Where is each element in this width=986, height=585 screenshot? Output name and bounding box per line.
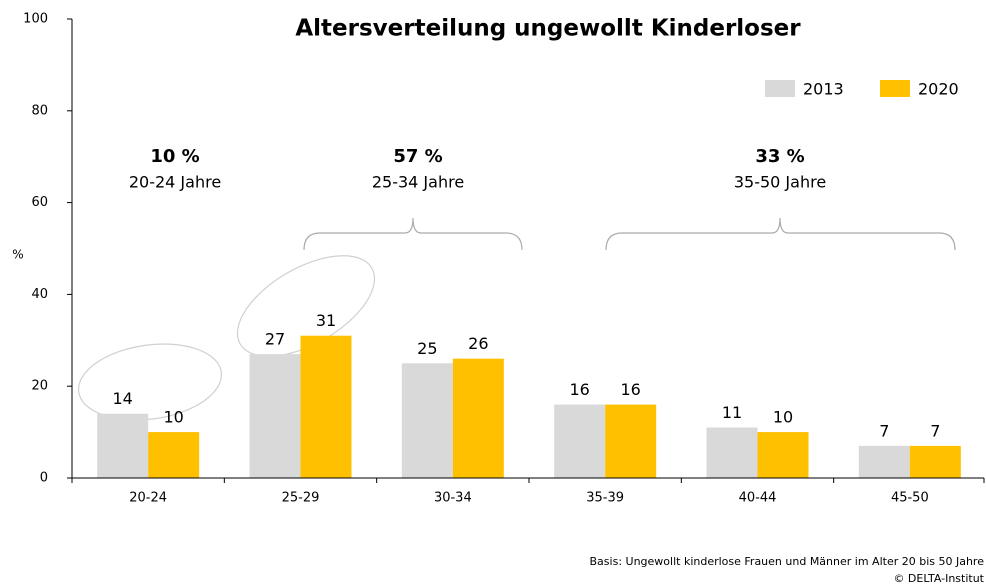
data-label: 25 (417, 339, 437, 358)
bar (401, 363, 453, 478)
bar (452, 358, 504, 478)
bar (554, 404, 606, 478)
annotation-value: 57 % (393, 146, 442, 167)
x-tick-label: 25-29 (282, 491, 320, 506)
data-label: 7 (930, 421, 940, 440)
annotation-label: 25-34 Jahre (372, 173, 464, 192)
highlight-ellipse (77, 343, 223, 421)
data-label: 31 (316, 311, 336, 330)
bar (300, 335, 352, 478)
annotation-label: 35-50 Jahre (734, 173, 826, 192)
x-tick-label: 20-24 (129, 491, 167, 506)
bar (605, 404, 657, 478)
data-label: 11 (722, 403, 742, 422)
data-label: 14 (112, 389, 132, 408)
chart-title: Altersverteilung ungewollt Kinderloser (295, 16, 801, 42)
bar (706, 427, 758, 478)
annotation-value: 10 % (150, 146, 199, 167)
y-tick-label: 40 (31, 287, 48, 302)
annotation-value: 33 % (755, 146, 804, 167)
legend-label: 2013 (803, 80, 844, 99)
x-tick-label: 45-50 (891, 491, 929, 506)
legend-swatch (765, 80, 795, 97)
bar (757, 432, 809, 478)
y-tick-label: 80 (31, 103, 48, 118)
bar (909, 445, 961, 478)
data-label: 10 (773, 408, 793, 427)
bar (97, 413, 149, 478)
data-label: 16 (569, 380, 589, 399)
bar (148, 432, 200, 478)
data-label: 26 (468, 334, 488, 353)
footnote: © DELTA-Institut (893, 572, 984, 585)
x-tick-label: 40-44 (739, 491, 777, 506)
x-tick-label: 35-39 (586, 491, 624, 506)
y-tick-label: 20 (31, 379, 48, 394)
footnote: Basis: Ungewollt kinderlose Frauen und M… (590, 555, 985, 568)
x-tick-label: 30-34 (434, 491, 472, 506)
annotation-label: 20-24 Jahre (129, 173, 221, 192)
legend-swatch (880, 80, 910, 97)
data-label: 27 (265, 330, 285, 349)
bracket (605, 217, 956, 251)
legend-label: 2020 (918, 80, 959, 99)
y-axis-label: % (12, 248, 23, 262)
bar (249, 354, 301, 478)
y-tick-label: 60 (31, 195, 48, 210)
bar (858, 445, 910, 478)
y-tick-label: 100 (23, 12, 48, 27)
data-label: 7 (879, 421, 889, 440)
data-label: 16 (620, 380, 640, 399)
bracket (303, 217, 523, 251)
y-tick-label: 0 (40, 471, 48, 486)
data-label: 10 (163, 408, 183, 427)
